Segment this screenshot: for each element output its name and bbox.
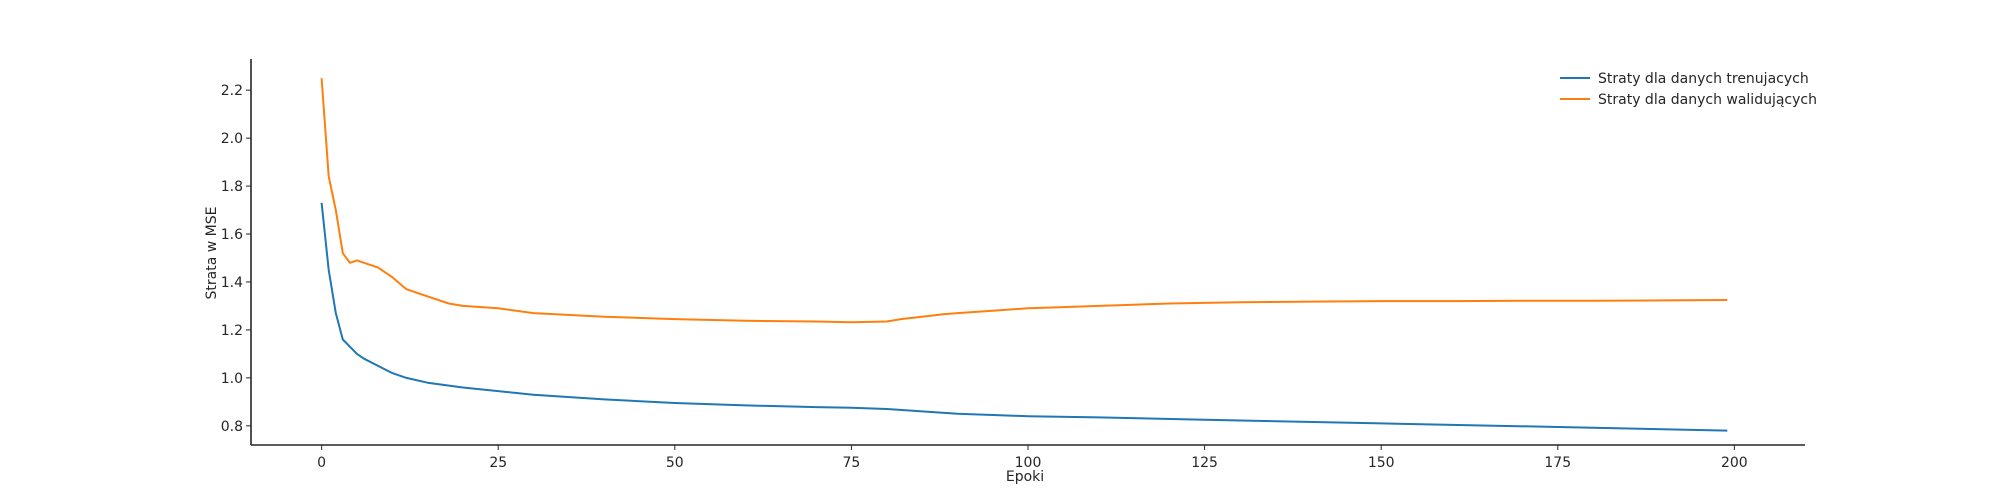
axes <box>250 59 1805 446</box>
x-tick-label: 0 <box>317 455 326 471</box>
y-tick-label: 1.0 <box>221 371 243 387</box>
y-tick-label: 2.0 <box>221 131 243 147</box>
x-tick-label: 50 <box>666 455 684 471</box>
y-tick-label: 1.6 <box>221 227 243 243</box>
legend-label-train: Straty dla danych trenujacych <box>1598 71 1809 87</box>
series-line-train <box>320 202 1728 432</box>
x-tick-label: 150 <box>1368 455 1395 471</box>
series-line-validation <box>320 78 1728 324</box>
x-tick-label: 175 <box>1544 455 1571 471</box>
y-ticks: 0.8 1.0 1.2 1.4 1.6 1.8 2.0 2.2 <box>221 83 251 435</box>
y-tick-label: 0.8 <box>221 419 243 435</box>
legend-label-validation: Straty dla danych walidujących <box>1598 92 1817 108</box>
x-tick-label: 75 <box>842 455 860 471</box>
y-tick-label: 1.8 <box>221 179 243 195</box>
x-tick-label: 125 <box>1191 455 1218 471</box>
y-axis-label: Strata w MSE <box>204 207 220 300</box>
x-tick-label: 25 <box>489 455 507 471</box>
y-tick-label: 2.2 <box>221 83 243 99</box>
y-tick-label: 1.4 <box>221 275 243 291</box>
plot-lines <box>320 78 1728 432</box>
x-tick-label: 100 <box>1015 455 1042 471</box>
legend: Straty dla danych trenujacych Straty dla… <box>1560 71 1817 108</box>
x-ticks: 0 25 50 75 100 125 150 175 200 <box>317 445 1748 471</box>
y-tick-label: 1.2 <box>221 323 243 339</box>
x-tick-label: 200 <box>1721 455 1748 471</box>
x-axis-label: Epoki <box>1006 469 1044 485</box>
